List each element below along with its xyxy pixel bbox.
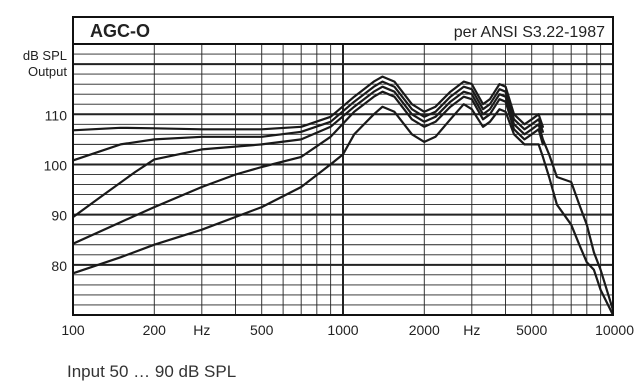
series-line-5	[73, 103, 613, 315]
x-tick-label: 2000	[409, 322, 440, 338]
y-tick-label: 90	[51, 208, 67, 224]
x-tick-labels: 100 200 500 1000 2000 5000 10000 Hz Hz	[61, 322, 634, 338]
input-level-caption: Input 50 … 90 dB SPL	[67, 362, 237, 381]
title-bar: AGC-O per ANSI S3.22-1987	[72, 16, 614, 45]
series-line-4	[73, 90, 544, 245]
series-lines	[73, 75, 613, 315]
series-line-3	[73, 85, 613, 312]
x-unit-label: Hz	[463, 322, 480, 338]
y-tick-label: 110	[45, 107, 68, 123]
chart-subtitle: per ANSI S3.22-1987	[454, 24, 605, 41]
series-line-1	[73, 75, 544, 132]
y-axis-labels: dB SPL Output	[23, 48, 67, 79]
chart-grid	[73, 44, 613, 315]
x-tick-label: 500	[250, 322, 274, 338]
x-tick-label: 5000	[516, 322, 547, 338]
y-tick-label: 100	[44, 157, 68, 173]
chart-title: AGC-O	[90, 21, 150, 41]
y-tick-labels: 80 90 100 110	[44, 107, 68, 274]
y-tick-label: 80	[51, 258, 67, 274]
x-tick-label: 10000	[595, 322, 634, 338]
x-unit-label: Hz	[193, 322, 210, 338]
x-tick-label: 100	[61, 322, 85, 338]
x-tick-label: 1000	[327, 322, 358, 338]
x-tick-label: 200	[143, 322, 167, 338]
y-axis-label-line1: dB SPL	[23, 48, 67, 63]
series-line-2	[73, 80, 544, 162]
y-axis-label-line2: Output	[28, 64, 67, 79]
